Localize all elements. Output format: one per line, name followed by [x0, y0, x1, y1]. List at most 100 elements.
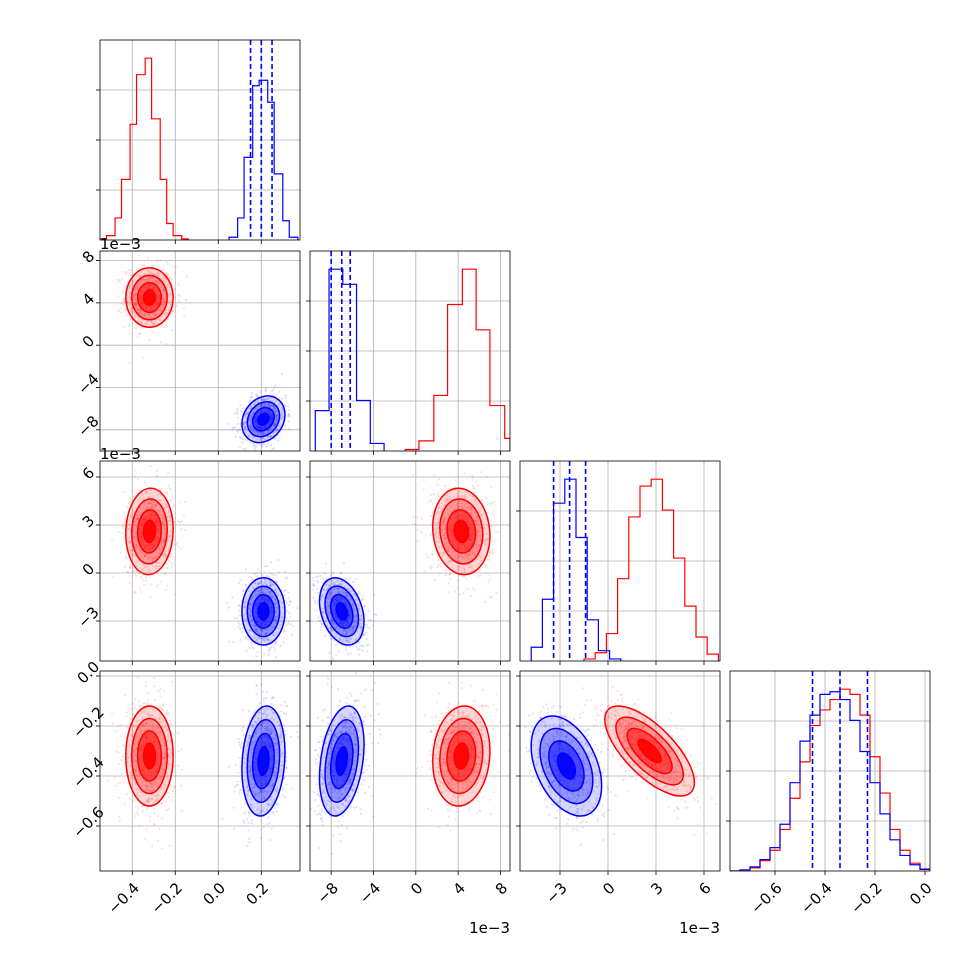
- scatter-point: [126, 571, 130, 574]
- scatter-point: [260, 398, 264, 401]
- scatter-point: [153, 823, 156, 826]
- scatter-point: [177, 750, 181, 753]
- scatter-point: [157, 509, 160, 512]
- scatter-point: [168, 487, 171, 490]
- scatter-point: [149, 489, 152, 492]
- scatter-point: [146, 807, 149, 811]
- scatter-point: [162, 298, 165, 301]
- contour-line: [125, 705, 174, 807]
- scatter-point: [173, 504, 176, 507]
- scatter-point: [143, 566, 147, 569]
- scatter-point: [461, 554, 464, 557]
- scatter-point: [464, 502, 467, 505]
- scatter-point: [168, 519, 171, 522]
- scatter-point: [248, 629, 251, 632]
- scatter-point: [242, 819, 245, 822]
- x-tick-label: 0.2: [242, 879, 272, 909]
- scatter-point: [140, 556, 143, 559]
- scatter-point: [266, 436, 269, 439]
- scatter-point: [168, 534, 171, 537]
- scatter-point: [473, 588, 476, 591]
- scatter-point: [275, 619, 279, 622]
- y-tick-label: 6: [79, 464, 98, 483]
- scatter-point: [117, 782, 120, 785]
- scatter-point: [275, 419, 278, 423]
- scatter-point: [145, 799, 148, 802]
- scatter-point: [413, 522, 416, 526]
- scatter-point: [149, 703, 152, 706]
- contour-line: [251, 593, 275, 629]
- scatter-point: [117, 295, 120, 299]
- scatter-point: [126, 752, 129, 756]
- scatter-point: [129, 739, 133, 742]
- scatter-point: [134, 302, 137, 305]
- scatter-point: [133, 295, 136, 298]
- scatter-point: [168, 294, 171, 297]
- scatter-point: [281, 606, 285, 609]
- scatter-point: [265, 637, 269, 641]
- scatter-point: [255, 430, 258, 434]
- scatter-point: [143, 502, 146, 505]
- scatter-point: [285, 624, 288, 627]
- scatter-point: [161, 542, 165, 545]
- scatter-point: [157, 547, 160, 550]
- scatter-point: [148, 797, 151, 800]
- scatter-point: [269, 444, 272, 447]
- scatter-point: [143, 315, 147, 318]
- scatter-point: [438, 551, 441, 555]
- scatter-point: [272, 408, 275, 411]
- scatter-point: [147, 713, 150, 716]
- scatter-point: [248, 766, 251, 769]
- scatter-point: [156, 561, 159, 565]
- scatter-point: [427, 500, 430, 504]
- scatter-point: [248, 764, 251, 767]
- scatter-point: [250, 769, 253, 772]
- scatter-point: [256, 574, 259, 578]
- scatter-point: [284, 589, 288, 592]
- scatter-point: [165, 260, 168, 263]
- scatter-point: [265, 398, 268, 402]
- scatter-point: [265, 404, 268, 407]
- scatter-point: [274, 615, 277, 619]
- scatter-point: [271, 626, 274, 629]
- scatter-point: [166, 771, 169, 774]
- scatter-point: [271, 696, 274, 699]
- scatter-point: [157, 718, 161, 721]
- scatter-point: [279, 619, 282, 622]
- scatter-point: [254, 449, 257, 451]
- scatter-point: [118, 819, 121, 822]
- scatter-point: [130, 554, 133, 557]
- scatter-point: [138, 824, 141, 827]
- scatter-point: [442, 534, 446, 537]
- scatter-point: [148, 502, 151, 505]
- scatter-point: [233, 785, 237, 788]
- histogram-step-red: [404, 268, 510, 451]
- scatter-point: [263, 797, 266, 800]
- scatter-point: [169, 747, 172, 751]
- scatter-point: [262, 797, 266, 800]
- scatter-point: [134, 293, 137, 297]
- scatter-point: [265, 631, 268, 635]
- scatter-point: [273, 574, 277, 577]
- scatter-point: [266, 728, 270, 731]
- scatter-point: [260, 724, 264, 727]
- scatter-point: [257, 631, 260, 634]
- scatter-point: [128, 772, 131, 775]
- scatter-point: [118, 278, 121, 282]
- scatter-point: [259, 391, 262, 394]
- scatter-point: [142, 356, 145, 359]
- scatter-point: [263, 398, 266, 401]
- scatter-point: [179, 547, 183, 550]
- scatter-point: [476, 529, 479, 532]
- scatter-point: [169, 739, 172, 743]
- scatter-point: [146, 316, 149, 320]
- scatter-point: [279, 623, 282, 627]
- scatter-point: [151, 789, 154, 792]
- scatter-point: [269, 730, 272, 733]
- scatter-point: [235, 410, 238, 413]
- scatter-point: [491, 548, 494, 551]
- scatter-point: [135, 323, 138, 326]
- scatter-point: [266, 714, 269, 717]
- scatter-point: [456, 493, 459, 496]
- scatter-point: [135, 547, 138, 550]
